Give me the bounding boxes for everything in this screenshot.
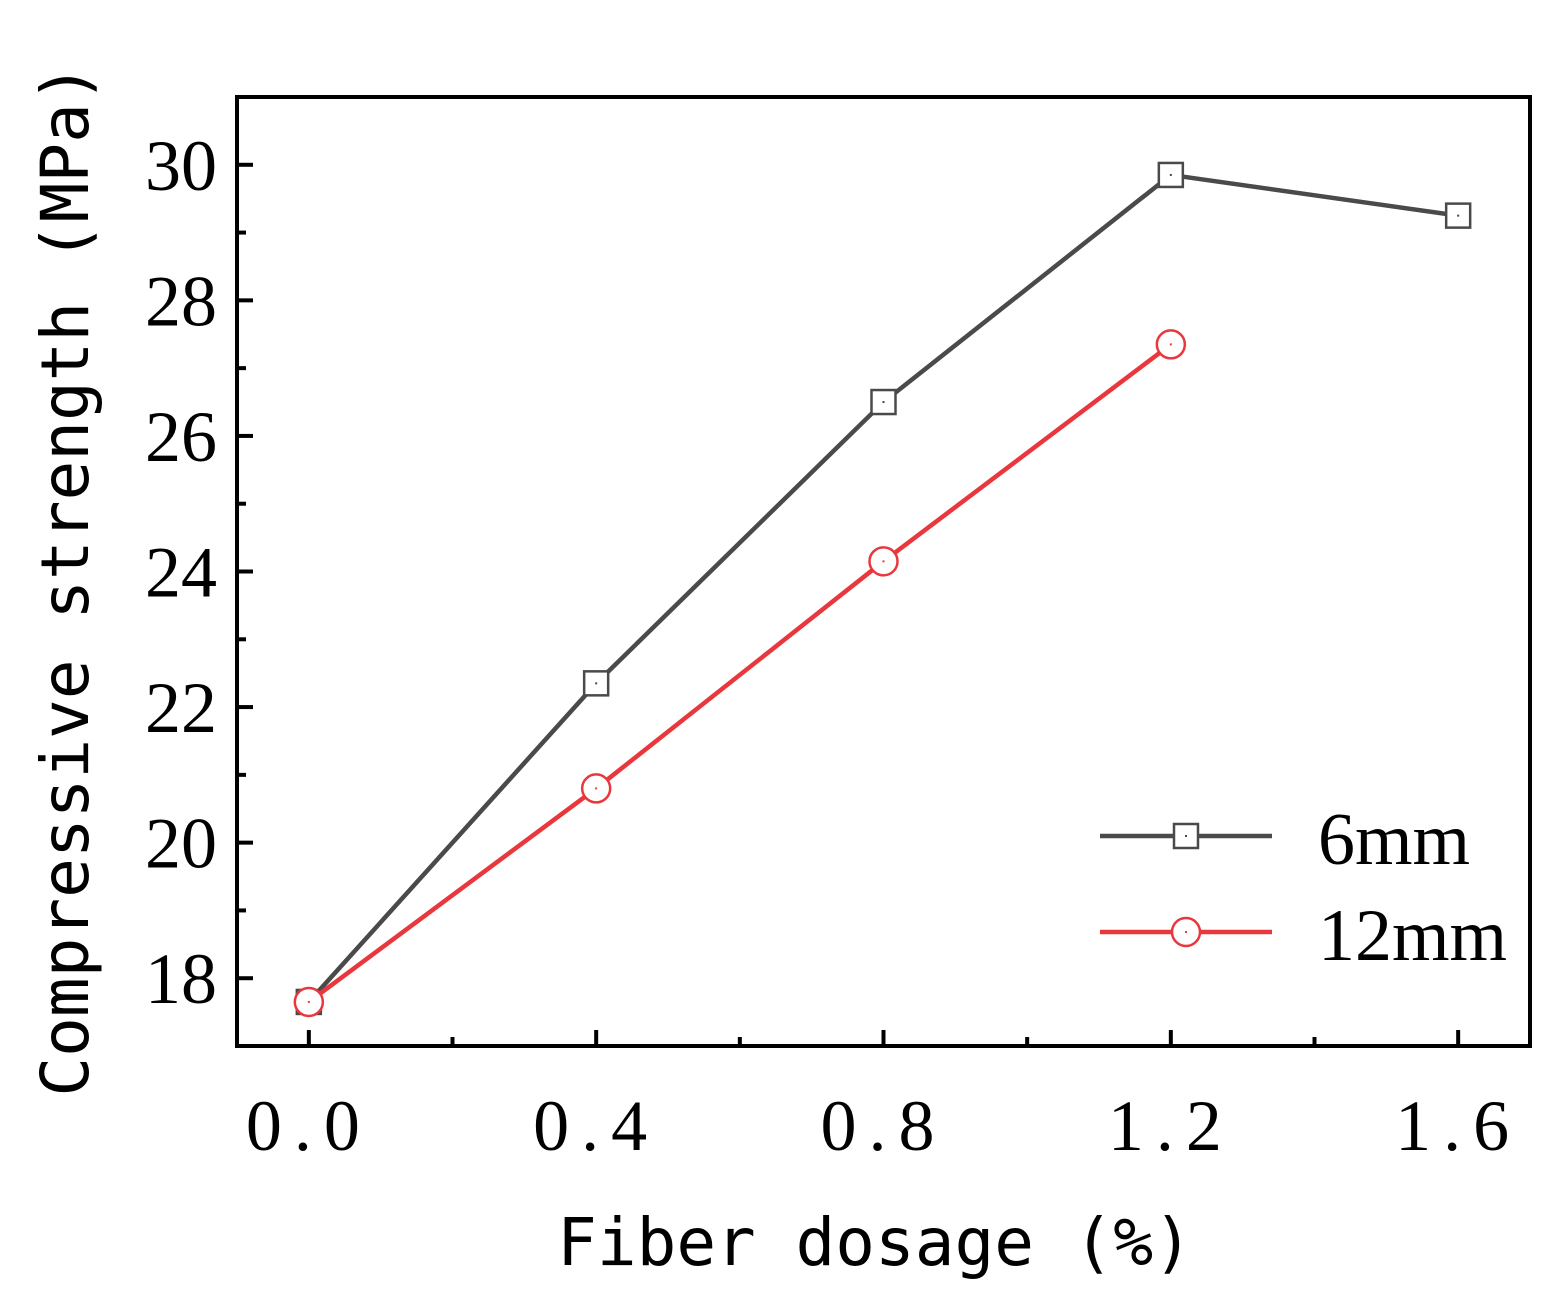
series-line-12mm: [307, 342, 1173, 1004]
data-point-12mm-dot: [595, 787, 598, 790]
data-point-6mm-dot: [1457, 214, 1460, 217]
legend-marker-6mm-dot: [1185, 835, 1187, 837]
legend: 6mm 12mm: [1100, 799, 1507, 977]
legend-marker-12mm-dot: [1185, 931, 1187, 933]
x-tick-label: 0.0: [246, 1086, 372, 1166]
tick-labels: 18 20 22 24 26 28 30 0.0 0.4 0.8 1.2 1.6: [145, 126, 1521, 1166]
series-line-6mm: [307, 172, 1459, 1004]
data-point-12mm-dot: [307, 1000, 310, 1003]
data-point-6mm-dot: [1169, 173, 1172, 176]
x-tick-label: 0.4: [533, 1086, 659, 1166]
y-tick-label: 26: [145, 397, 217, 477]
data-point-12mm-dot: [1169, 343, 1172, 346]
y-tick-label: 24: [145, 533, 217, 613]
axes-ticks: [237, 162, 1461, 1046]
y-axis-title: Compressive strength (MPa): [27, 63, 104, 1096]
y-tick-label: 22: [145, 668, 217, 748]
x-axis-title: Fiber dosage (%): [557, 1204, 1193, 1281]
x-tick-label: 1.6: [1395, 1086, 1521, 1166]
y-tick-label: 18: [145, 939, 217, 1019]
data-point-6mm-dot: [882, 401, 885, 404]
y-tick-label: 20: [145, 804, 217, 884]
data-point-6mm-dot: [595, 682, 598, 685]
y-tick-label: 30: [145, 126, 217, 206]
data-point-12mm-dot: [882, 560, 885, 563]
plot-frame: [235, 95, 1532, 1048]
series-layer: [293, 161, 1472, 1018]
y-tick-label: 28: [145, 261, 217, 341]
x-tick-label: 0.8: [821, 1086, 947, 1166]
legend-label-6mm: 6mm: [1318, 799, 1470, 881]
legend-label-12mm: 12mm: [1318, 895, 1507, 977]
x-tick-label: 1.2: [1108, 1086, 1234, 1166]
